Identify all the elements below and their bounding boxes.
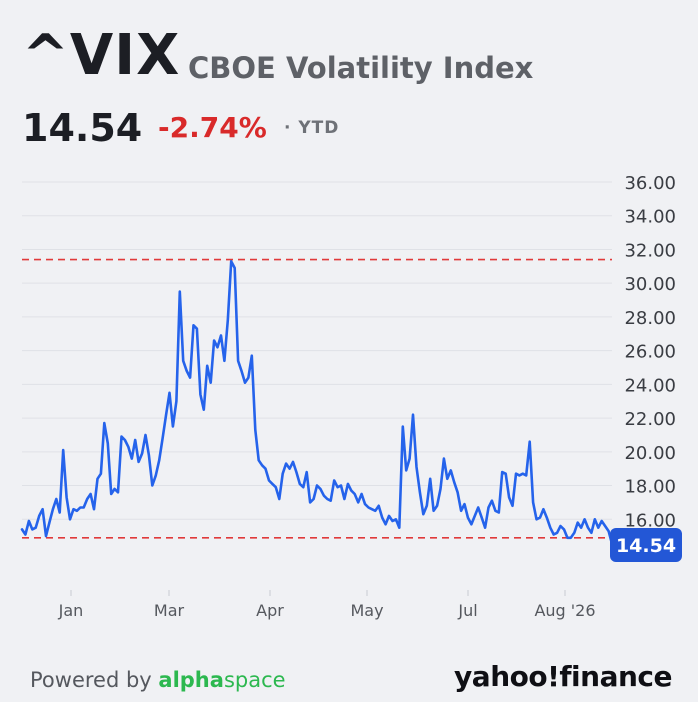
- series-group: [20, 259, 614, 546]
- x-tick-label: Apr: [256, 601, 284, 620]
- index-name: CBOE Volatility Index: [188, 51, 534, 85]
- x-tick-label: Mar: [154, 601, 185, 620]
- series-line: [20, 259, 614, 546]
- powered-by-label: Powered by: [30, 668, 152, 692]
- y-tick-label: 28.00: [624, 308, 676, 329]
- y-tick-label: 18.00: [624, 477, 676, 498]
- last-value-badge: 14.54: [610, 528, 682, 562]
- y-tick-label: 16.00: [624, 510, 676, 531]
- y-tick-label: 24.00: [624, 375, 676, 396]
- ticker-symbol: ^VIX: [22, 23, 181, 88]
- y-tick-label: 32.00: [624, 240, 676, 261]
- y-tick-label: 36.00: [624, 173, 676, 194]
- x-tick-label: May: [350, 601, 383, 620]
- chart-gridlines: [22, 181, 612, 520]
- last-value-badge-bg: [610, 528, 682, 562]
- yahoo-finance-logo: yahoo!finance: [454, 660, 672, 693]
- y-tick-label: 20.00: [624, 443, 676, 464]
- y-tick-label: 30.00: [624, 274, 676, 295]
- price-chart: 16.00 18.00 20.00 22.00 24.00 26.00 28.00 30.00…: [20, 173, 682, 620]
- y-tick-label: 26.00: [624, 342, 676, 363]
- x-tick-label: Aug '26: [534, 601, 595, 620]
- x-axis-ticks: Jan Mar Apr May Jul Aug '26: [58, 590, 596, 620]
- period-label: · YTD: [284, 118, 340, 138]
- current-price: 14.54: [22, 106, 143, 150]
- x-tick-label: Jul: [457, 601, 477, 620]
- y-tick-label: 34.00: [624, 207, 676, 228]
- percent-change: -2.74%: [158, 111, 267, 144]
- y-axis-ticks: 16.00 18.00 20.00 22.00 24.00 26.00 28.00 30.00…: [624, 173, 676, 531]
- y-tick-label: 22.00: [624, 409, 676, 430]
- x-tick-label: Jan: [58, 601, 84, 620]
- powered-by: Powered by alphaspace: [30, 666, 286, 694]
- alphaspace-logo-alpha: alpha: [158, 668, 224, 692]
- alphaspace-logo-space: space: [223, 668, 286, 692]
- last-value-label: 14.54: [616, 535, 676, 557]
- reference-lines: [22, 258, 612, 539]
